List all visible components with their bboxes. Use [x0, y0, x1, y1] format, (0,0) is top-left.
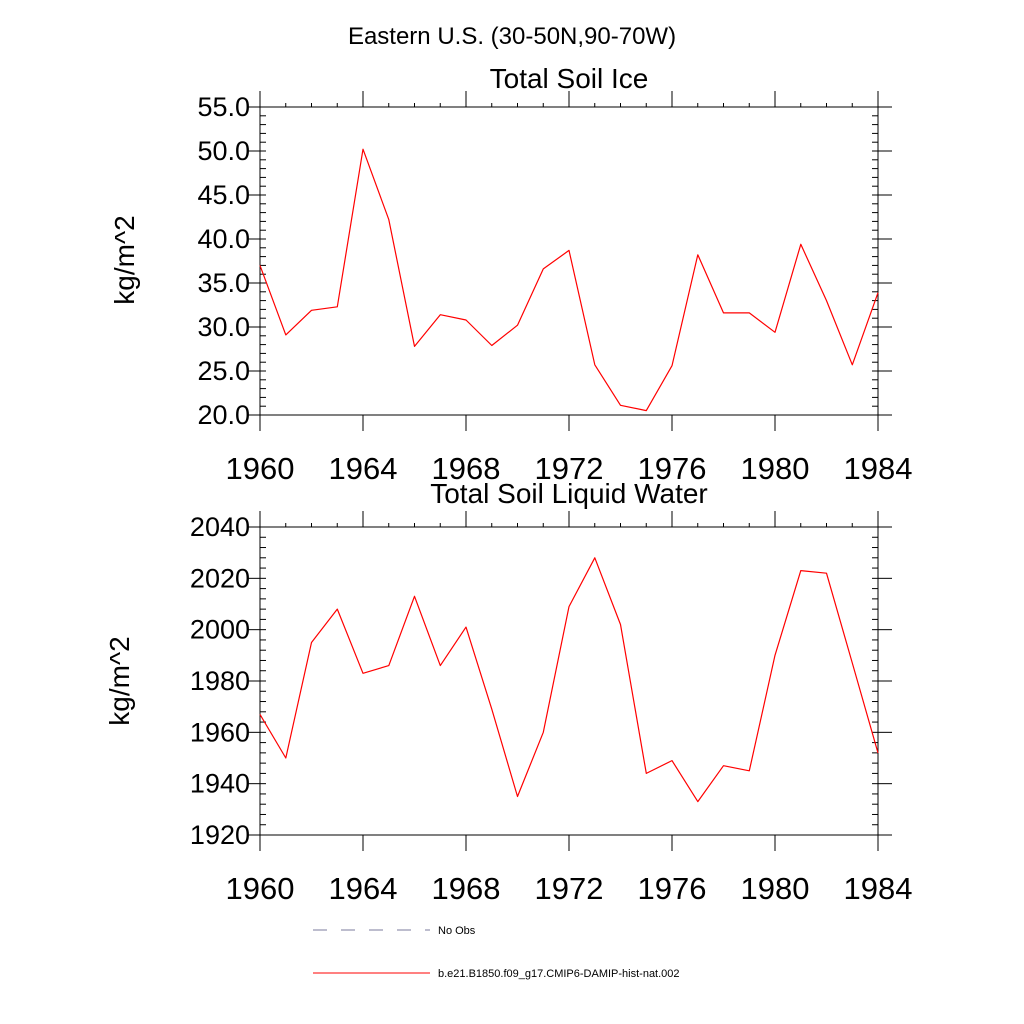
- x-tick-label: 1980: [741, 451, 810, 486]
- x-tick-label: 1984: [844, 451, 913, 486]
- plot-frame: [259, 106, 879, 416]
- y-tick-label: 2020: [190, 563, 250, 593]
- x-tick-label: 1980: [741, 871, 810, 906]
- legend: No Obs b.e21.B1850.f09_g17.CMIP6-DAMIP-h…: [313, 925, 680, 980]
- legend-label: b.e21.B1850.f09_g17.CMIP6-DAMIP-hist-nat…: [438, 968, 680, 980]
- x-tick-label: 1972: [535, 451, 604, 486]
- x-tick-label: 1984: [844, 871, 913, 906]
- x-tick-label: 1964: [329, 451, 398, 486]
- legend-entry-no-obs: No Obs: [313, 925, 476, 937]
- y-axis-label: kg/m^2: [104, 636, 135, 725]
- x-tick-label: 1968: [432, 451, 501, 486]
- y-tick-label: 30.0: [197, 312, 250, 342]
- legend-entry-model-run: b.e21.B1850.f09_g17.CMIP6-DAMIP-hist-nat…: [313, 968, 680, 980]
- y-tick-label: 55.0: [197, 92, 250, 122]
- y-tick-label: 1980: [190, 666, 250, 696]
- y-tick-label: 1940: [190, 769, 250, 799]
- legend-label: No Obs: [438, 925, 476, 937]
- x-tick-label: 1976: [638, 871, 707, 906]
- x-tick-label: 1960: [226, 451, 295, 486]
- x-tick-label: 1964: [329, 871, 398, 906]
- x-tick-label: 1976: [638, 451, 707, 486]
- y-tick-label: 2040: [190, 512, 250, 542]
- plot-frame: [259, 526, 879, 836]
- y-tick-label: 20.0: [197, 400, 250, 430]
- x-tick-label: 1968: [432, 871, 501, 906]
- soil-liquid-water-panel: Total Soil Liquid Water kg/m^2 1920 1940 1…: [104, 478, 912, 906]
- y-tick-label: 50.0: [197, 136, 250, 166]
- panel-title: Total Soil Liquid Water: [430, 478, 708, 509]
- series-line: [259, 148, 879, 412]
- x-tick-label: 1972: [535, 871, 604, 906]
- soil-ice-panel: Total Soil Ice kg/m^2 20.0 25.0 30.0 35.0 40…: [109, 63, 912, 486]
- series-line: [259, 557, 879, 803]
- y-tick-label: 40.0: [197, 224, 250, 254]
- y-tick-label: 35.0: [197, 268, 250, 298]
- x-tick-label: 1960: [226, 871, 295, 906]
- y-tick-label: 1920: [190, 820, 250, 850]
- y-tick-label: 45.0: [197, 180, 250, 210]
- panel-title: Total Soil Ice: [490, 63, 649, 94]
- y-tick-label: 1960: [190, 717, 250, 747]
- figure-suptitle: Eastern U.S. (30-50N,90-70W): [348, 23, 676, 50]
- y-axis-label: kg/m^2: [109, 215, 140, 304]
- y-tick-label: 25.0: [197, 356, 250, 386]
- y-tick-label: 2000: [190, 615, 250, 645]
